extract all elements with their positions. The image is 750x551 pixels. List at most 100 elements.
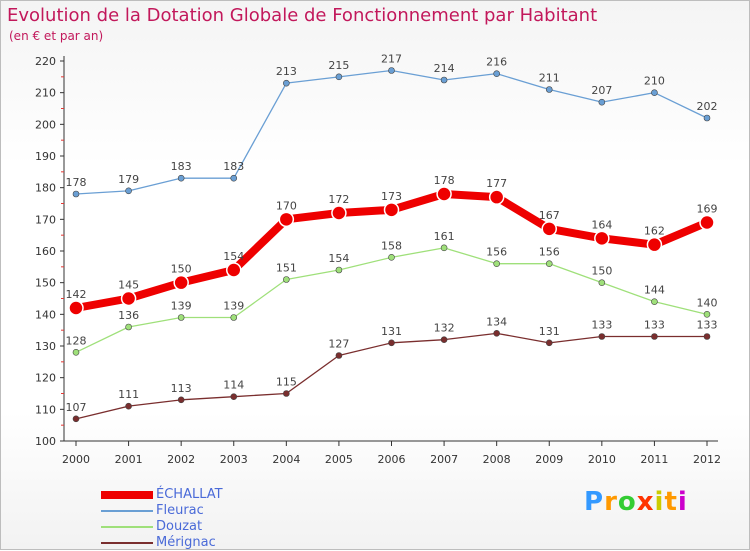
y-tick-label: 130 — [35, 340, 56, 353]
x-tick-label: 2007 — [430, 453, 458, 466]
data-point-merignac — [177, 396, 185, 404]
data-point-douzat — [545, 260, 553, 267]
data-label-merignac: 114 — [223, 379, 244, 392]
series-line-fleurac — [75, 69, 708, 195]
data-label-fleurac: 207 — [591, 84, 612, 97]
data-point-merignac — [545, 339, 553, 347]
data-label-merignac: 131 — [539, 325, 560, 338]
x-tick-label: 2006 — [378, 453, 406, 466]
data-point-douzat — [177, 314, 185, 321]
logo-letter: i — [654, 487, 665, 517]
data-label-merignac: 111 — [118, 388, 139, 401]
data-label-echallat: 178 — [434, 174, 455, 187]
legend-label-merignac: Mérignac — [156, 535, 216, 550]
data-point-fleurac — [125, 187, 132, 195]
data-label-merignac: 134 — [486, 315, 507, 328]
data-label-merignac: 115 — [276, 376, 297, 389]
x-tick-label: 2008 — [483, 453, 511, 466]
data-point-fleurac — [493, 70, 500, 77]
data-point-merignac — [230, 393, 238, 400]
data-point-fleurac — [335, 73, 343, 81]
data-label-fleurac: 210 — [644, 75, 665, 88]
data-point-fleurac — [545, 86, 553, 93]
data-point-echallat — [646, 236, 663, 253]
data-label-merignac: 131 — [381, 325, 402, 338]
y-tick-label: 140 — [35, 308, 56, 321]
data-label-fleurac: 214 — [434, 62, 455, 75]
data-label-echallat: 164 — [591, 218, 612, 231]
data-label-echallat: 167 — [539, 209, 560, 222]
y-tick-label: 210 — [35, 87, 56, 100]
legend-swatch-merignac — [101, 542, 153, 544]
y-tick-label: 180 — [35, 182, 56, 195]
y-tick-label: 190 — [35, 150, 56, 163]
data-point-douzat — [440, 244, 448, 252]
data-label-fleurac: 183 — [171, 160, 192, 173]
data-label-echallat: 177 — [486, 177, 507, 190]
data-point-echallat — [173, 274, 189, 291]
data-label-douzat: 161 — [434, 230, 455, 243]
data-point-douzat — [230, 314, 238, 321]
y-tick-label: 120 — [35, 372, 56, 385]
data-point-merignac — [598, 333, 606, 340]
data-point-merignac — [283, 390, 290, 397]
data-label-merignac: 132 — [434, 322, 455, 335]
data-label-merignac: 107 — [66, 401, 87, 414]
legend-item-echallat: ÉCHALLAT — [101, 487, 301, 503]
data-point-echallat — [699, 214, 715, 231]
y-tick-label: 170 — [35, 213, 56, 226]
data-label-echallat: 145 — [118, 279, 139, 292]
data-label-fleurac: 202 — [697, 100, 718, 113]
data-point-echallat — [120, 290, 137, 307]
data-label-echallat: 162 — [644, 225, 665, 238]
data-point-echallat — [68, 300, 84, 316]
data-point-douzat — [388, 254, 395, 261]
data-label-echallat: 142 — [66, 288, 87, 301]
data-point-echallat — [541, 221, 557, 237]
data-point-douzat — [335, 266, 343, 274]
data-label-fleurac: 211 — [539, 72, 560, 85]
legend-swatch-fleurac — [101, 510, 153, 512]
data-label-echallat: 150 — [171, 263, 192, 276]
data-label-merignac: 133 — [697, 319, 718, 332]
data-point-fleurac — [230, 174, 238, 182]
logo-letter: P — [584, 487, 605, 517]
legend-label-fleurac: Fleurac — [156, 503, 204, 518]
data-label-douzat: 139 — [171, 300, 192, 313]
data-point-echallat — [278, 211, 295, 228]
data-label-echallat: 154 — [223, 250, 244, 263]
data-label-douzat: 158 — [381, 239, 402, 252]
data-label-douzat: 140 — [697, 296, 718, 309]
data-point-echallat — [436, 186, 452, 202]
data-point-douzat — [125, 323, 132, 331]
series-line-merignac — [75, 332, 708, 420]
data-point-merignac — [388, 339, 395, 347]
data-label-fleurac: 215 — [328, 59, 349, 72]
data-point-merignac — [125, 402, 132, 410]
data-label-merignac: 113 — [171, 382, 192, 395]
data-label-fleurac: 179 — [118, 173, 139, 186]
data-label-douzat: 144 — [644, 284, 665, 297]
x-tick-label: 2004 — [272, 453, 300, 466]
x-tick-label: 2003 — [220, 453, 248, 466]
legend-item-merignac: Mérignac — [101, 535, 301, 551]
legend-swatch-echallat — [101, 491, 153, 499]
data-point-echallat — [331, 205, 347, 221]
data-point-merignac — [703, 333, 711, 340]
x-tick-label: 2009 — [535, 453, 563, 466]
data-label-echallat: 170 — [276, 199, 297, 212]
x-tick-label: 2000 — [62, 453, 90, 466]
data-point-merignac — [335, 352, 343, 359]
data-point-fleurac — [388, 67, 395, 74]
data-label-douzat: 136 — [118, 309, 139, 322]
data-point-douzat — [703, 311, 711, 318]
data-label-douzat: 128 — [66, 334, 87, 347]
data-point-merignac — [440, 336, 448, 343]
data-point-fleurac — [440, 76, 448, 84]
x-tick-label: 2012 — [693, 453, 721, 466]
logo-letter: o — [617, 487, 637, 517]
data-label-fleurac: 216 — [486, 56, 507, 69]
logo-letter: x — [636, 487, 655, 517]
legend-label-echallat: ÉCHALLAT — [156, 487, 223, 502]
